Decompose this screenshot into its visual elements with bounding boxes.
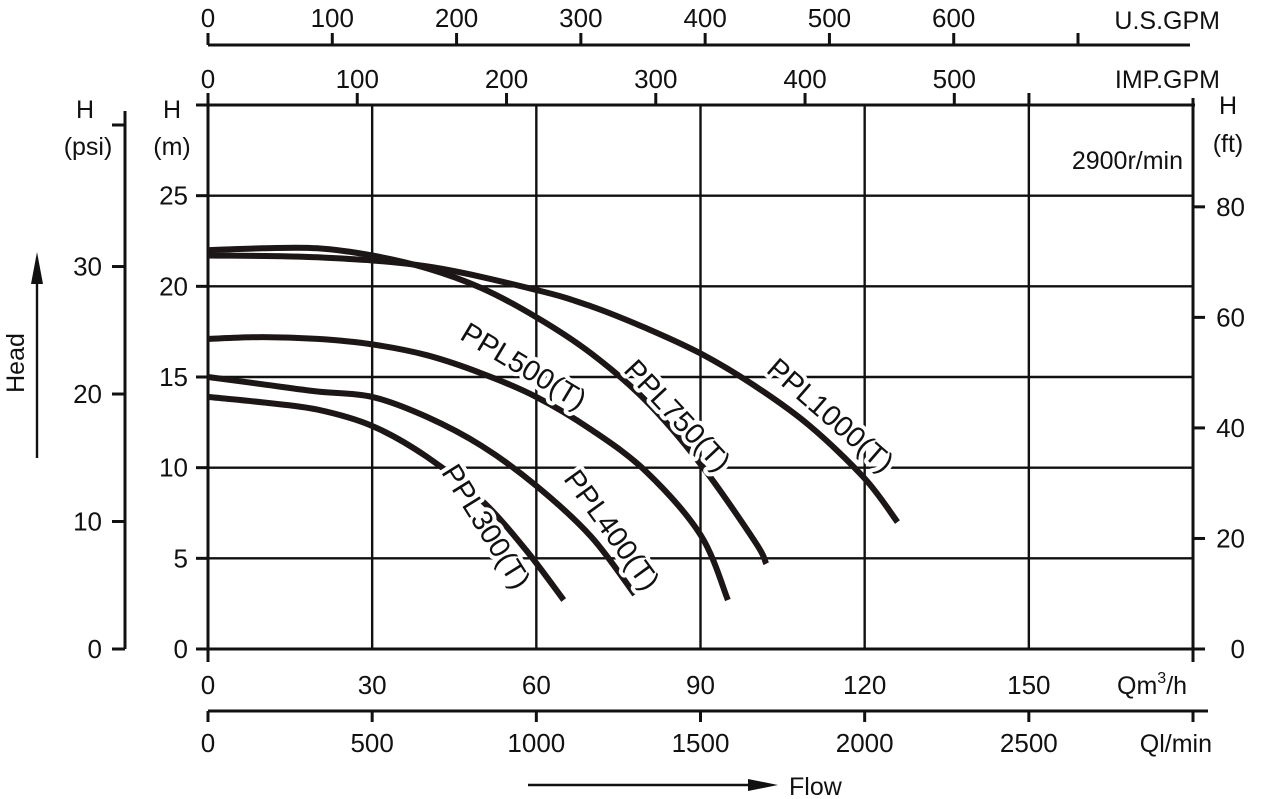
imp-gpm-tick-label: 0 — [201, 64, 215, 94]
psi-tick-marks — [112, 265, 125, 651]
head-label-text: Head — [2, 333, 30, 393]
flow-m3h-tick-label: 150 — [1007, 670, 1050, 700]
meter-tick-label: 10 — [159, 453, 188, 483]
flow-lmin-tick-label: 0 — [201, 728, 215, 758]
us-gpm-tick-label: 100 — [311, 3, 354, 33]
imp-gpm-axis: 0 100 200 300 400 500 IMP.GPM — [201, 64, 1220, 105]
curve-ppl300-t — [207, 393, 567, 602]
curve-ppl500-t — [207, 334, 731, 602]
performance-curves — [207, 244, 900, 602]
flow-lmin-tick-label: 2000 — [836, 728, 894, 758]
meter-tick-label: 15 — [159, 362, 188, 392]
psi-axis: 0 10 20 30 H (psi) — [64, 96, 127, 664]
meter-tick-label: 25 — [159, 181, 188, 211]
feet-tick-label: 0 — [1231, 634, 1245, 664]
flow-m3h-tick-label: 90 — [686, 670, 715, 700]
flow-m3h-tick-label: 30 — [358, 670, 387, 700]
speed-annotation: 2900r/min — [1072, 147, 1183, 175]
us-gpm-tick-label: 0 — [201, 3, 215, 33]
imp-gpm-tick-label: 200 — [485, 64, 528, 94]
feet-tick-label: 20 — [1216, 523, 1245, 553]
feet-tick-label: 40 — [1216, 413, 1245, 443]
psi-tick-label: 30 — [73, 252, 102, 282]
flow-lmin-unit-label: Ql/min — [1140, 730, 1212, 758]
flow-lmin-tick-labels: 0 500 1000 1500 2000 2500 — [201, 728, 1058, 758]
meter-axis: 0 5 10 15 20 25 H (m) — [153, 96, 208, 664]
imp-gpm-tick-marks — [206, 93, 1031, 105]
psi-tick-label: 10 — [73, 507, 102, 537]
curve-ppl750-t — [207, 244, 769, 566]
performance-curve-labels: PPL500(T) PPL750(T) PPL1000(T)PPL400(T)PPL… — [431, 313, 904, 601]
us-gpm-tick-label: 200 — [435, 3, 478, 33]
plot-frame — [196, 98, 1195, 662]
meter-tick-label: 0 — [174, 634, 188, 664]
feet-tick-label: 60 — [1216, 302, 1245, 332]
curve-ppl1000-t — [207, 252, 900, 524]
us-gpm-tick-marks — [206, 33, 1080, 45]
imp-gpm-tick-label: 500 — [933, 64, 976, 94]
flow-lmin-tick-label: 500 — [350, 728, 393, 758]
us-gpm-tick-label: 500 — [808, 3, 851, 33]
flow-arrow-icon — [748, 779, 778, 791]
us-gpm-axis: 0 100 200 300 400 500 600 U.S.GPM — [201, 3, 1220, 47]
us-gpm-tick-label: 400 — [683, 3, 726, 33]
psi-tick-labels: 0 10 20 30 — [73, 252, 102, 664]
head-arrow-icon — [31, 252, 43, 284]
flow-lmin-tick-label: 2500 — [1000, 728, 1058, 758]
us-gpm-tick-label: 300 — [559, 3, 602, 33]
feet-tick-label: 80 — [1216, 192, 1245, 222]
curve-ppl400-t — [207, 374, 638, 597]
flow-label-text: Flow — [789, 773, 843, 799]
psi-axis-title: H — [76, 96, 94, 124]
flow-m3h-tick-label: 120 — [843, 670, 886, 700]
flow-m3h-tick-labels: 0 30 60 90 120 150 — [201, 670, 1051, 700]
curve-label-ppl500-t: PPL500(T) — [455, 317, 592, 417]
us-gpm-unit-label: U.S.GPM — [1114, 7, 1220, 35]
meter-tick-marks — [196, 194, 208, 651]
feet-axis-title: H — [1219, 92, 1237, 120]
feet-axis-unit: (ft) — [1213, 130, 1244, 158]
flow-lmin-tick-marks — [206, 711, 1195, 722]
curve-label-ppl1000-t: PPL1000(T) — [760, 353, 899, 480]
meter-axis-unit: (m) — [153, 133, 190, 161]
curve-label-ppl300-t: PPL300(T) — [435, 459, 536, 595]
meter-tick-label: 20 — [159, 271, 188, 301]
flow-m3h-unit-label: Qm3/h — [1117, 670, 1187, 700]
meter-tick-label: 5 — [174, 543, 188, 573]
feet-tick-labels: 0 20 40 60 80 — [1216, 192, 1245, 664]
flow-m3h-axis: 0 30 60 90 120 150 Qm3/h — [201, 670, 1187, 700]
flow-m3h-tick-label: 0 — [201, 670, 215, 700]
psi-tick-label: 20 — [73, 379, 102, 409]
flow-label: Flow — [528, 773, 843, 799]
psi-axis-unit: (psi) — [64, 133, 113, 161]
curve-label-ppl400-t: PPL400(T) — [557, 464, 665, 596]
us-gpm-tick-labels: 0 100 200 300 400 500 600 — [201, 3, 976, 33]
imp-gpm-tick-labels: 0 100 200 300 400 500 — [201, 64, 976, 94]
flow-lmin-tick-label: 1500 — [672, 728, 730, 758]
us-gpm-tick-label: 600 — [932, 3, 975, 33]
flow-m3h-tick-label: 60 — [522, 670, 551, 700]
meter-tick-labels: 0 5 10 15 20 25 — [159, 181, 188, 664]
plot-grid — [208, 105, 1193, 649]
flow-lmin-tick-label: 1000 — [507, 728, 565, 758]
psi-tick-label: 0 — [88, 634, 102, 664]
imp-gpm-tick-label: 300 — [634, 64, 677, 94]
head-label: Head — [2, 252, 43, 458]
meter-axis-title: H — [163, 96, 181, 124]
imp-gpm-tick-label: 100 — [336, 64, 379, 94]
feet-tick-marks — [1193, 205, 1205, 651]
feet-axis: 0 20 40 60 80 H (ft) — [1193, 92, 1245, 664]
imp-gpm-unit-label: IMP.GPM — [1115, 66, 1220, 94]
imp-gpm-tick-label: 400 — [783, 64, 826, 94]
flow-lmin-axis: 0 500 1000 1500 2000 2500 Ql/min — [201, 709, 1212, 758]
